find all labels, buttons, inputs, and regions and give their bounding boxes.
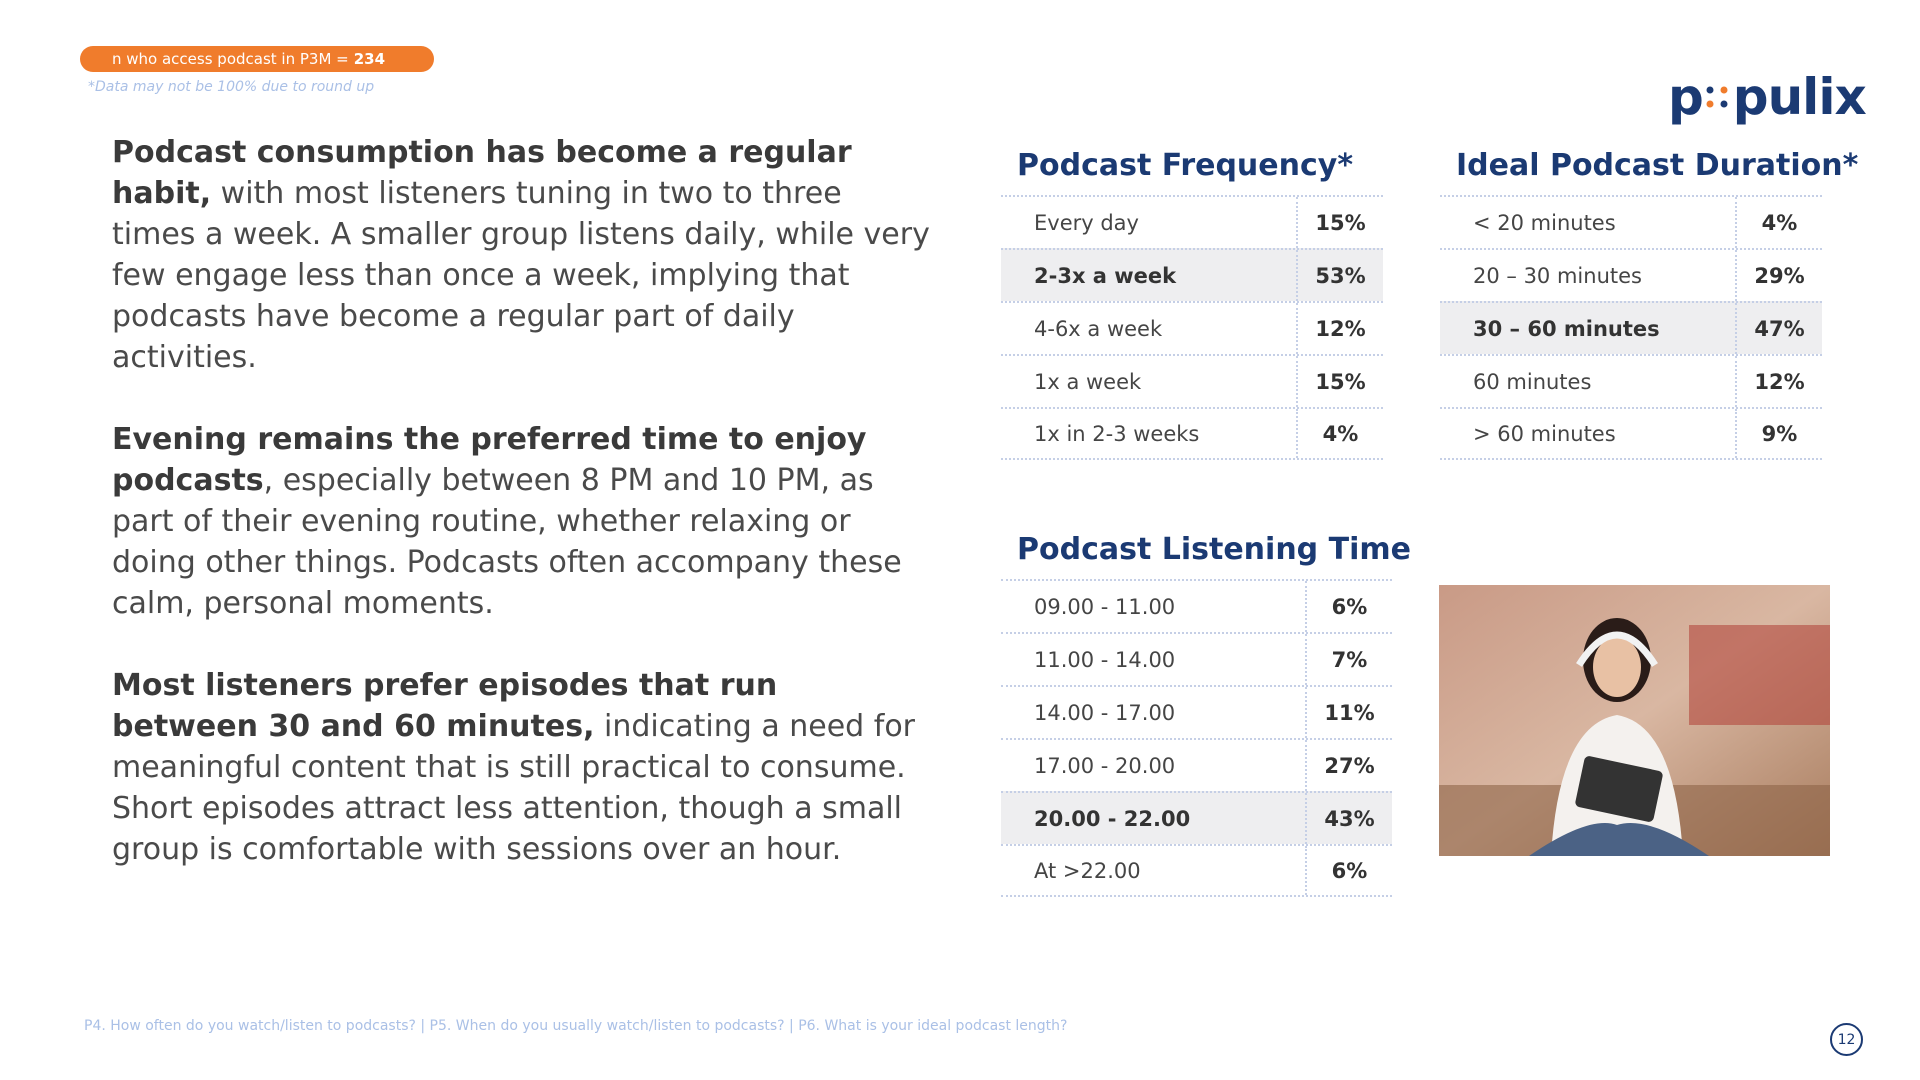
row-label: 2-3x a week [1001,250,1298,301]
row-value: 53% [1315,263,1366,288]
logo-dots [1706,86,1728,108]
table-row: 09.00 - 11.00 6% [1001,579,1392,632]
paragraph-text: with most listeners tuning in two to thr… [112,176,930,375]
row-label: 20 – 30 minutes [1440,250,1737,301]
row-value: 6% [1331,858,1368,883]
photo [1439,585,1830,856]
note: *Data may not be 100% due to round up [88,79,375,95]
paragraph-lead: Evening remains the preferred time to en… [112,422,867,498]
table-row: 14.00 - 17.00 11% [1001,685,1392,738]
row-value: 12% [1315,316,1366,341]
table: Podcast Frequency* Every day 15% 2-3x a wee… [1001,148,1383,460]
row-value: 7% [1331,647,1368,672]
body-text: Podcast consumption has become a regular… [112,132,932,911]
row-value: 4% [1322,421,1359,446]
footer: P4. How often do you watch/listen to pod… [84,1018,1068,1034]
row-value: 27% [1324,753,1375,778]
badge-label: n who access podcast in P3M = [112,50,349,68]
table-row: > 60 minutes 9% [1440,407,1822,460]
table-title: Ideal Podcast Duration* [1456,148,1859,183]
logo: p pulix [1668,68,1867,126]
table: Podcast Listening Time 09.00 - 11.00 6% 11.… [1001,532,1411,897]
table-row: 17.00 - 20.00 27% [1001,738,1392,791]
row-value: 29% [1754,263,1805,288]
row-label: At >22.00 [1001,846,1307,895]
logo-right: pulix [1732,68,1867,126]
row-label: 14.00 - 17.00 [1001,687,1307,738]
paragraph: Podcast consumption has become a regular… [112,132,932,378]
table-row: 4-6x a week 12% [1001,301,1383,354]
paragraph: Evening remains the preferred time to en… [112,419,932,624]
table-row: 30 – 60 minutes 47% [1440,301,1822,354]
row-label: < 20 minutes [1440,197,1737,248]
row-value: 15% [1315,210,1366,235]
row-value: 4% [1761,210,1798,235]
row-value: 12% [1754,369,1805,394]
row-label: 17.00 - 20.00 [1001,740,1307,791]
row-value: 9% [1761,421,1798,446]
badge-value: 234 [353,50,386,68]
row-label: 4-6x a week [1001,303,1298,354]
row-value: 15% [1315,369,1366,394]
paragraph-lead: Podcast consumption has become a regular… [112,135,852,211]
table-row: At >22.00 6% [1001,844,1392,897]
table-row: 20 – 30 minutes 29% [1440,248,1822,301]
row-label: Every day [1001,197,1298,248]
table-title: Podcast Listening Time [1017,532,1411,567]
table-row: 60 minutes 12% [1440,354,1822,407]
table-row: 2-3x a week 53% [1001,248,1383,301]
paragraph: Most listeners prefer episodes that run … [112,665,932,870]
row-label: 1x in 2-3 weeks [1001,409,1298,458]
row-label: 1x a week [1001,356,1298,407]
row-label: > 60 minutes [1440,409,1737,458]
sample-badge: n who access podcast in P3M = 234 [80,46,434,72]
table-row: 20.00 - 22.00 43% [1001,791,1392,844]
row-value: 6% [1331,594,1368,619]
row-label: 60 minutes [1440,356,1737,407]
paragraph-lead: Most listeners prefer episodes that run … [112,668,778,744]
row-label: 20.00 - 22.00 [1001,793,1307,844]
table-row: 11.00 - 14.00 7% [1001,632,1392,685]
row-value: 43% [1324,806,1375,831]
table: Ideal Podcast Duration* < 20 minutes 4% 20 … [1440,148,1859,460]
table-row: 1x in 2-3 weeks 4% [1001,407,1383,460]
table-row: 1x a week 15% [1001,354,1383,407]
table-title: Podcast Frequency* [1017,148,1354,183]
row-label: 09.00 - 11.00 [1001,581,1307,632]
table-row: < 20 minutes 4% [1440,195,1822,248]
row-value: 11% [1324,700,1375,725]
paragraph-text: indicating a need for meaningful content… [112,709,916,867]
paragraph-text: , especially between 8 PM and 10 PM, as … [112,463,902,621]
table-row: Every day 15% [1001,195,1383,248]
row-label: 30 – 60 minutes [1440,303,1737,354]
page-number: 12 [1830,1023,1863,1056]
row-label: 11.00 - 14.00 [1001,634,1307,685]
row-value: 47% [1754,316,1805,341]
logo-left: p [1668,68,1704,126]
